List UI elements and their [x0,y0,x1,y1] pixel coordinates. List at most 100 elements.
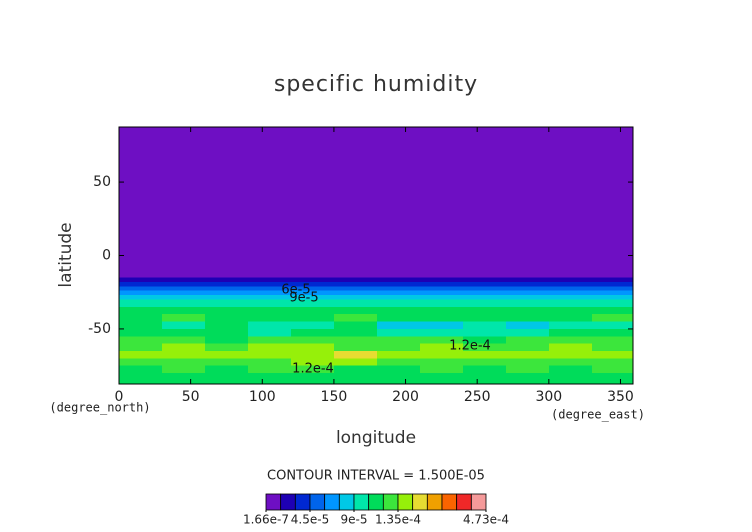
contour-cell [333,211,378,271]
y-tick-label: 50 [93,174,111,190]
contour-cell [591,328,633,337]
contour-cell [505,336,550,345]
contour-cell [419,358,464,367]
contour-cell [591,211,633,271]
contour-cell [462,321,507,330]
contour-cell [333,281,378,287]
contour-cell [161,211,206,271]
contour-cell [462,350,507,359]
contour-cell [204,270,249,279]
contour-cell [290,211,335,271]
contour-cell [376,336,421,345]
contour-cell [204,372,249,384]
contour-cell [290,277,335,283]
contour-cell [290,295,335,301]
contour-cell [333,365,378,374]
contour-cell [290,270,335,279]
colorbar-box [412,493,428,511]
contour-cell [376,358,421,367]
contour-cell [161,281,206,287]
colorbar-box [470,493,487,511]
colorbar-label: 4.5e-5 [291,513,329,527]
x-tick-label: 300 [535,389,562,405]
colorbar-box [397,493,414,511]
contour-cell [591,365,633,374]
contour-cell [505,372,550,384]
contour-cell [591,306,633,315]
contour-cell [161,314,206,323]
contour-cell [462,295,507,301]
contour-cell [333,299,378,308]
contour-cell [161,277,206,283]
contour-cell [161,343,206,352]
contour-cell [548,372,593,384]
contour-cell [247,336,292,345]
contour-cell [376,321,421,330]
contour-cell [247,270,292,279]
contour-cell [419,270,464,279]
contour-cell [591,295,633,301]
contour-cell [333,306,378,315]
colorbar-box [309,493,326,511]
contour-cell [548,127,593,213]
contour-cell [419,306,464,315]
contour-cell [419,281,464,287]
colorbar-label: 4.73e-4 [463,513,509,527]
contour-cell [419,343,464,352]
contour-cell [204,336,249,345]
contour-cell [548,328,593,337]
x-tick-label: 200 [392,389,419,405]
contour-cell [462,270,507,279]
contour-cell [290,365,335,374]
colorbar-box [353,493,370,511]
contour-cell [419,365,464,374]
contour-cell [419,321,464,330]
contour-cell [247,343,292,352]
contour-cell [247,365,292,374]
colorbar-box [368,493,384,511]
contour-cell [505,270,550,279]
colorbar-label: 1.35e-4 [375,513,421,527]
contour-cell [548,365,593,374]
contour-cell [591,321,633,330]
contour-cell [161,270,206,279]
contour-cell [204,290,249,296]
colorbar-box [280,493,296,511]
contour-cell [419,299,464,308]
contour-cell [376,350,421,359]
contour-cell [462,277,507,283]
colorbar-box [441,493,458,511]
contour-label: 9e-5 [289,291,318,306]
contour-cell [419,277,464,283]
contour-interval: CONTOUR INTERVAL = 1.500E-05 [267,469,485,484]
contour-label: 6e-5 [281,283,310,298]
contour-cell [376,365,421,374]
x-tick-label: 350 [607,389,634,405]
contour-cell [462,336,507,345]
contour-cell [548,350,593,359]
contour-cell [161,328,206,337]
contour-cell [462,358,507,367]
contour-cell [161,372,206,384]
contour-label: 1.2e-4 [292,362,334,377]
contour-cell [376,372,421,384]
contour-cell [119,277,163,283]
contour-cell [333,295,378,301]
contour-cell [505,211,550,271]
contour-cell [505,306,550,315]
contour-cell [419,290,464,296]
contour-cell [247,328,292,337]
contour-cell [591,336,633,345]
contour-cell [119,127,163,213]
contour-cell [204,299,249,308]
plot-area [119,127,633,384]
contour-cell [548,343,593,352]
contour-cell [462,281,507,287]
contour-cell [204,306,249,315]
x-tick-label: 100 [249,389,276,405]
contour-cell [462,372,507,384]
contour-cell [505,127,550,213]
contour-cell [591,281,633,287]
contour-cell [462,299,507,308]
contour-cell [119,350,163,359]
